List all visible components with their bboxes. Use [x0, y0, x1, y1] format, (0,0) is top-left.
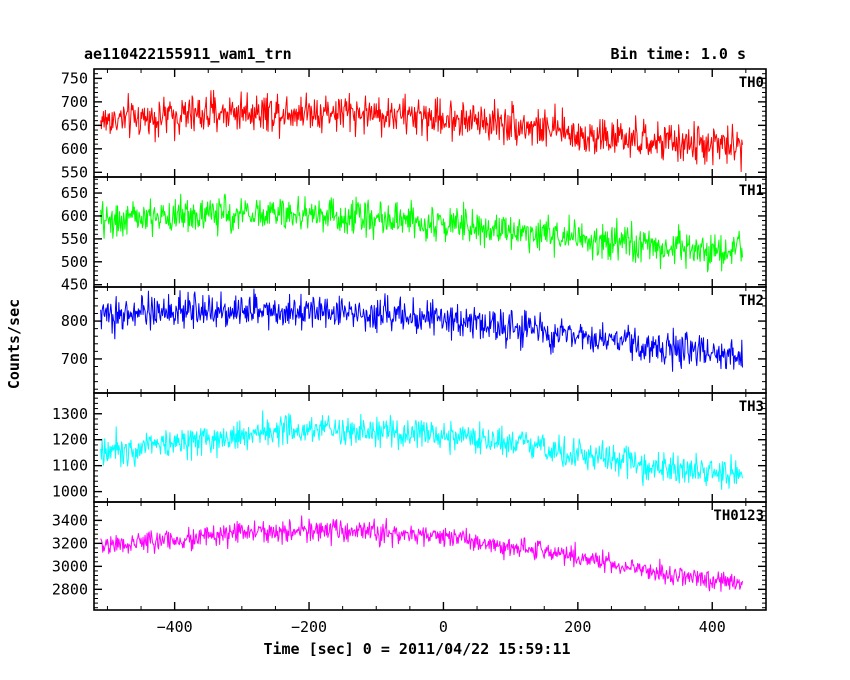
panel-label: TH0123	[713, 508, 764, 524]
y-axis-label: Counts/sec	[5, 299, 23, 389]
panel-label: TH2	[739, 293, 764, 309]
y-tick-label: 600	[61, 207, 88, 225]
y-tick-label: 1200	[52, 431, 88, 449]
y-tick-label: 1100	[52, 457, 88, 475]
y-tick-label: 2800	[52, 580, 88, 598]
y-tick-label: 650	[61, 116, 88, 134]
y-tick-label: 3000	[52, 557, 88, 575]
chart-title: ae110422155911_wam1_trn	[84, 45, 292, 63]
series-line-th0123	[100, 515, 743, 592]
x-tick-label: 400	[699, 618, 726, 636]
panel-label: TH1	[739, 183, 764, 199]
series-line-th3	[100, 410, 743, 490]
panel-th3: 1000 1100 1200 1300 TH3	[52, 392, 767, 503]
y-tick-label: 600	[61, 140, 88, 158]
bin-time-label: Bin time: 1.0 s	[611, 45, 746, 63]
x-axis-label: Time [sec] 0 = 2011/04/22 15:59:11	[263, 640, 570, 658]
panel-th1: 450 500 550 600 650 TH1	[61, 176, 767, 294]
y-tick-label: 550	[61, 230, 88, 248]
x-tick-label: 0	[439, 618, 448, 636]
series-line-th2	[100, 288, 743, 372]
y-tick-label: 750	[61, 69, 88, 87]
y-tick-label: 3200	[52, 534, 88, 552]
series-line-th0	[100, 89, 743, 172]
series-line-th1	[100, 193, 743, 273]
y-tick-label: 650	[61, 184, 88, 202]
y-tick-label: 1000	[52, 483, 88, 501]
y-tick-label: 550	[61, 163, 88, 181]
x-tick-label: −200	[291, 618, 327, 636]
y-tick-label: 800	[61, 312, 88, 330]
y-tick-label: 700	[61, 350, 88, 368]
y-tick-label: 1300	[52, 405, 88, 423]
panel-th0123: 2800 3000 3200 3400 TH0123	[52, 501, 767, 611]
panel-label: TH0	[739, 75, 764, 91]
x-tick-label: −400	[157, 618, 193, 636]
panel-label: TH3	[739, 399, 764, 415]
y-tick-label: 3400	[52, 511, 88, 529]
panel-frame	[93, 501, 767, 611]
y-tick-label: 500	[61, 253, 88, 271]
y-tick-label: 450	[61, 276, 88, 294]
x-tick-label: 200	[564, 618, 591, 636]
panels-group: 550 600 650 700 750 TH0 450 500 550 600 650 TH1 700 8…	[52, 68, 767, 636]
y-tick-label: 700	[61, 93, 88, 111]
